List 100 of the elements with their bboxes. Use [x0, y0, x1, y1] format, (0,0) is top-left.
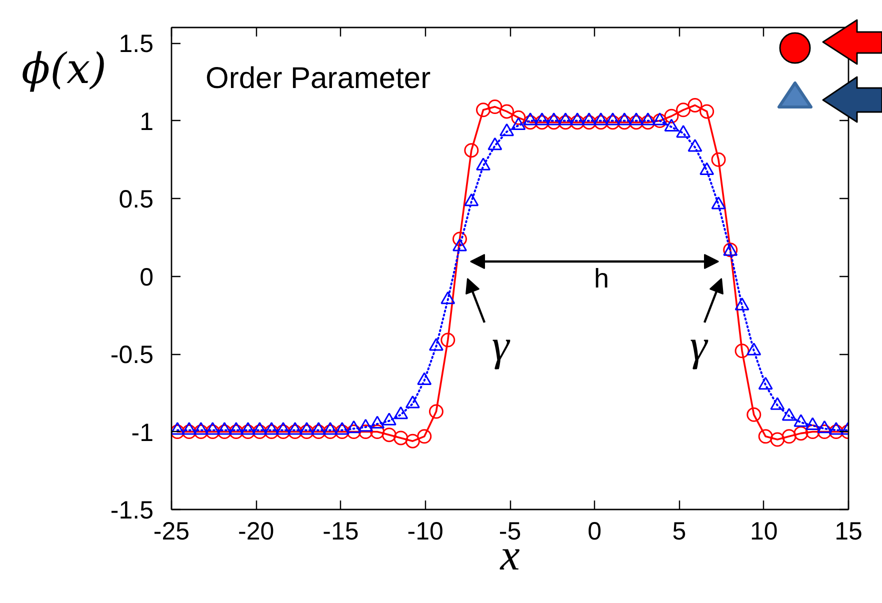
point [488, 137, 502, 150]
x-tick-label: 15 [834, 518, 862, 546]
point [476, 158, 491, 170]
point [217, 424, 232, 439]
point [794, 414, 808, 427]
point [711, 152, 726, 167]
point [488, 100, 502, 114]
point [323, 424, 338, 439]
point [828, 424, 844, 439]
point [299, 424, 314, 439]
point [758, 376, 773, 390]
point [252, 424, 267, 439]
point [746, 407, 762, 422]
point [288, 422, 302, 435]
point [817, 424, 832, 439]
point [346, 420, 362, 434]
point [558, 112, 573, 126]
point [252, 422, 267, 435]
y-tick-label: 1 [140, 108, 154, 136]
point [311, 422, 326, 435]
point [570, 112, 585, 126]
point [770, 397, 785, 410]
point [464, 193, 479, 206]
point [688, 138, 702, 152]
point [182, 422, 196, 435]
point [629, 115, 644, 130]
point [358, 418, 373, 432]
point [582, 112, 596, 126]
point [700, 104, 714, 119]
x-tick-label: -25 [153, 518, 190, 546]
x-tick-label: 10 [750, 518, 778, 546]
point [500, 104, 514, 119]
x-tick-label: -20 [238, 518, 274, 546]
point [594, 112, 608, 126]
point [605, 112, 620, 126]
point [217, 422, 232, 435]
point [511, 117, 526, 130]
point [299, 422, 314, 435]
point [640, 115, 656, 130]
point [782, 408, 796, 421]
annotation: γ [690, 321, 709, 370]
point [605, 115, 620, 130]
point [664, 118, 679, 132]
point [640, 112, 656, 126]
point [523, 115, 538, 130]
point [464, 143, 479, 158]
point [452, 238, 467, 252]
point [617, 112, 632, 126]
point [228, 424, 244, 439]
y-tick-label: -1.5 [110, 496, 154, 524]
point [240, 424, 256, 439]
point [629, 112, 644, 126]
point [334, 424, 350, 439]
point [346, 424, 362, 439]
point [746, 342, 762, 356]
point [394, 406, 408, 420]
point [570, 115, 585, 130]
point [417, 429, 432, 444]
point [511, 110, 526, 125]
point [758, 429, 773, 444]
point [700, 162, 714, 176]
point [172, 422, 185, 435]
point [394, 430, 408, 446]
point [382, 428, 396, 442]
point [794, 426, 808, 441]
point [276, 424, 290, 439]
point [240, 422, 256, 435]
point [534, 112, 550, 126]
y-tick-label: 0.5 [118, 186, 154, 214]
point [770, 432, 785, 447]
y-tick-label: -1 [131, 418, 154, 447]
x-tick-label: 0 [588, 518, 602, 546]
y-axis-title: ϕ(x) [21, 43, 107, 95]
y-tick-label: 0 [140, 263, 154, 292]
annotation: h [594, 264, 610, 294]
point [452, 232, 467, 246]
point [523, 112, 538, 126]
point [194, 424, 208, 439]
point [370, 424, 385, 439]
point [288, 424, 302, 439]
annotation: Order Parameter [206, 62, 431, 95]
point [276, 422, 290, 435]
point [734, 344, 750, 358]
x-tick-label: -15 [322, 518, 359, 546]
point [652, 114, 668, 128]
point [440, 291, 456, 304]
point [172, 424, 185, 439]
point [688, 98, 702, 112]
point [417, 372, 432, 385]
x-tick-label: -5 [498, 518, 522, 546]
point [405, 434, 420, 448]
x-tick-label: 5 [672, 518, 686, 546]
point [370, 416, 385, 428]
y-tick-label: -0.5 [110, 341, 154, 370]
x-tick-label: -10 [407, 518, 444, 546]
point [182, 424, 196, 439]
point [405, 396, 420, 408]
point [500, 123, 514, 136]
point [676, 102, 691, 118]
point [617, 115, 632, 130]
